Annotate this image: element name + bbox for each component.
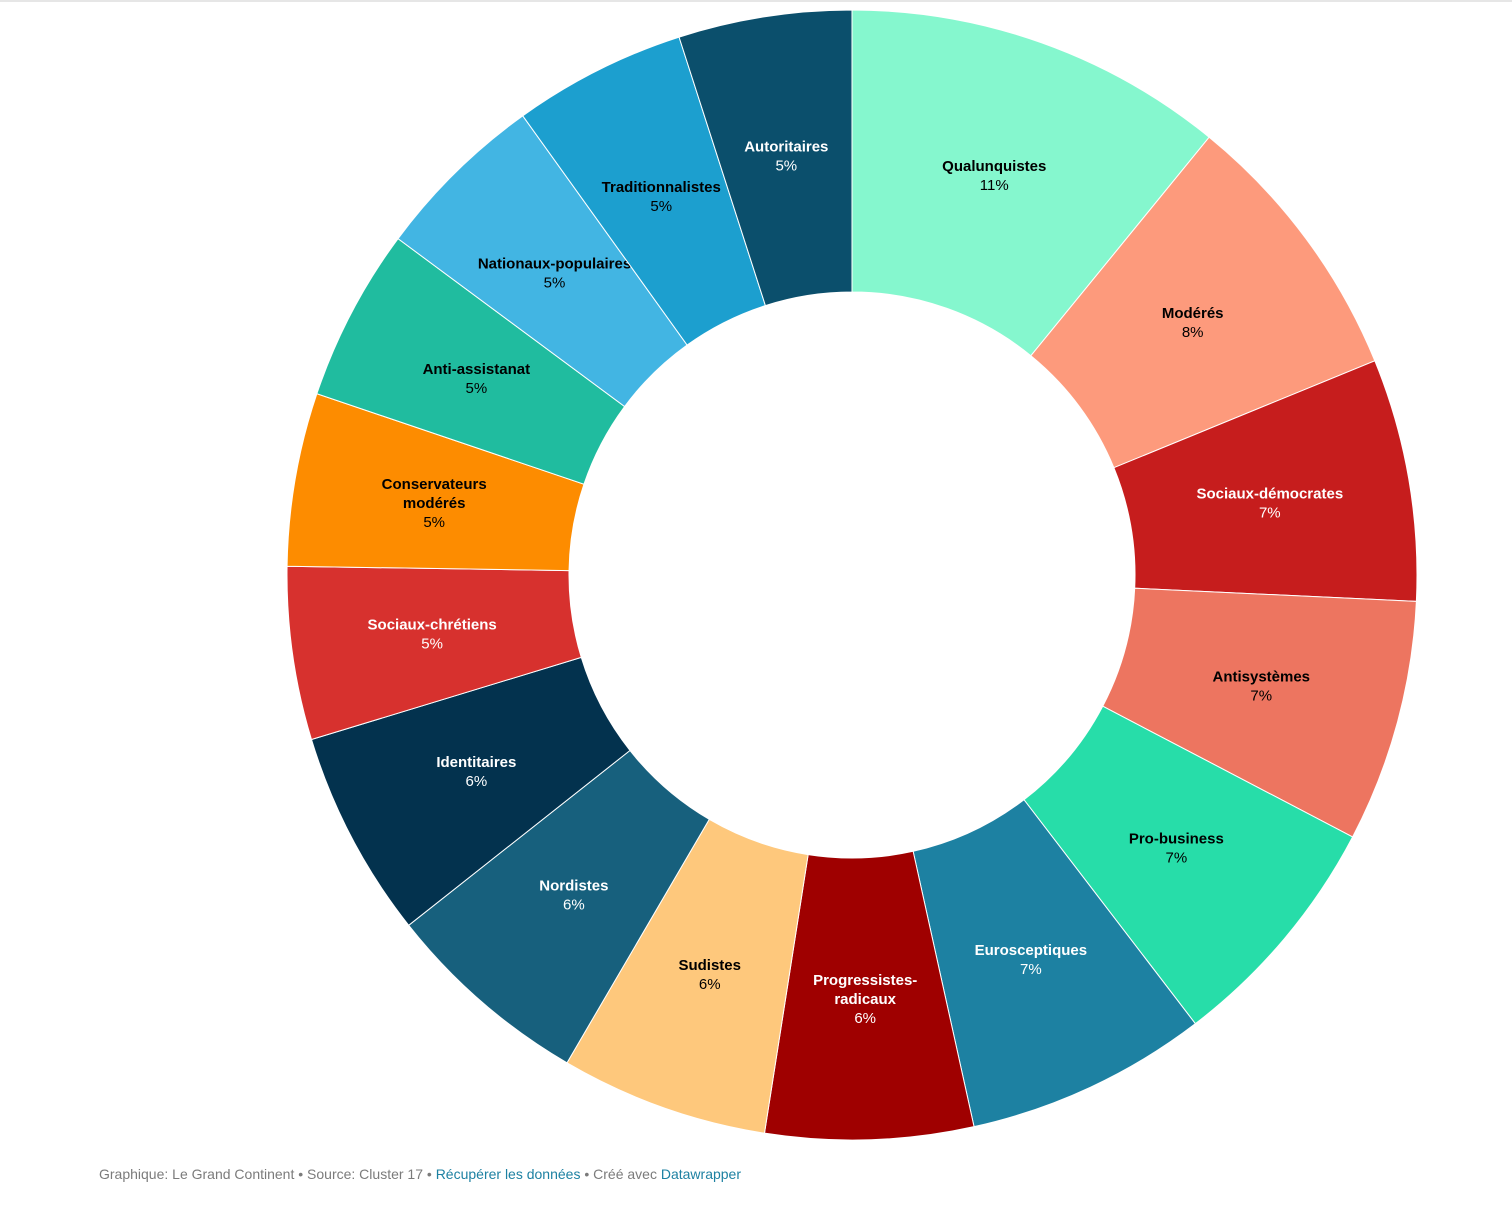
slice-label-name: Qualunquistes bbox=[942, 158, 1046, 175]
slice-label: Progressistes-radicaux 6% bbox=[813, 972, 917, 1027]
slice-label: Antisystèmes 7% bbox=[1212, 668, 1310, 704]
footer-separator: • bbox=[423, 1166, 436, 1182]
slice-label-value: 7% bbox=[1259, 504, 1281, 521]
donut-chart: Qualunquistes 11% Modérés 8% Sociaux-démocra… bbox=[286, 9, 1418, 1141]
slice-label-name: Autoritaires bbox=[744, 139, 828, 156]
slice-label-value: 5% bbox=[650, 198, 672, 215]
slice-label-name: Progressistes- bbox=[813, 972, 917, 989]
footer-separator: • bbox=[580, 1166, 594, 1182]
slice-label-name: Pro-business bbox=[1129, 831, 1224, 848]
footer-source: Source: Cluster 17 bbox=[307, 1166, 423, 1182]
slice-label-name: Anti-assistanat bbox=[423, 361, 531, 378]
slice-label: Anti-assistanat 5% bbox=[423, 361, 531, 397]
chart-footer: Graphique: Le Grand Continent • Source: … bbox=[99, 1166, 741, 1182]
footer-chart-by: Graphique: Le Grand Continent bbox=[99, 1166, 295, 1182]
slice-label-value: 8% bbox=[1182, 324, 1204, 341]
slice-label-value: 6% bbox=[563, 897, 585, 914]
slice-label-name: Traditionnalistes bbox=[602, 179, 721, 196]
slice-label: Nordistes 6% bbox=[539, 878, 608, 914]
slice-label: Sociaux-démocrates 7% bbox=[1196, 485, 1343, 521]
slice-label: Nationaux-populaires 5% bbox=[478, 255, 631, 291]
slice-label-value: 11% bbox=[980, 177, 1009, 194]
slice-label-value: 6% bbox=[699, 976, 721, 993]
donut-slice[interactable] bbox=[678, 9, 853, 307]
slice-label-value: 7% bbox=[1250, 687, 1272, 704]
slice-label: Autoritaires 5% bbox=[744, 139, 828, 175]
slice-label-value: 5% bbox=[465, 380, 487, 397]
slice-label-name: Nordistes bbox=[539, 878, 608, 895]
slice-label-value: 6% bbox=[854, 1010, 876, 1027]
slice-label-name: Sociaux-chrétiens bbox=[368, 617, 497, 634]
slice-label-name: Sociaux-démocrates bbox=[1196, 485, 1343, 502]
slice-label: Conservateurs modérés 5% bbox=[382, 476, 487, 531]
slice-label-name: Sudistes bbox=[678, 957, 741, 974]
slice-label-value: 5% bbox=[544, 274, 566, 291]
get-data-link[interactable]: Récupérer les données bbox=[435, 1166, 581, 1182]
slice-label-value: 5% bbox=[775, 158, 797, 175]
slice-label-name: Eurosceptiques bbox=[975, 942, 1088, 959]
slice-label: Traditionnalistes 5% bbox=[602, 179, 721, 215]
slice-label: Eurosceptiques 7% bbox=[975, 942, 1088, 978]
slice-label-name: Conservateurs bbox=[382, 476, 487, 493]
slice-label-name: Nationaux-populaires bbox=[478, 255, 631, 272]
top-rule bbox=[0, 0, 1512, 2]
slice-label-value: 5% bbox=[423, 514, 445, 531]
slice-label: Sociaux-chrétiens 5% bbox=[368, 617, 497, 653]
slice-label-value: 5% bbox=[421, 636, 443, 653]
slice-label-name: modérés bbox=[403, 495, 466, 512]
slice-label-name: Modérés bbox=[1162, 305, 1224, 322]
donut-slice[interactable] bbox=[851, 9, 1210, 357]
slice-label-value: 7% bbox=[1165, 850, 1187, 867]
slice-label-value: 6% bbox=[465, 773, 487, 790]
slice-label-name: Identitaires bbox=[436, 754, 516, 771]
slice-label-name: radicaux bbox=[834, 991, 896, 1008]
slice-label-name: Antisystèmes bbox=[1212, 668, 1310, 685]
slice-label: Sudistes 6% bbox=[678, 957, 741, 993]
slice-label: Identitaires 6% bbox=[436, 754, 516, 790]
slice-label-value: 7% bbox=[1020, 961, 1042, 978]
datawrapper-link[interactable]: Datawrapper bbox=[660, 1166, 741, 1182]
slice-label: Modérés 8% bbox=[1162, 305, 1224, 341]
slice-label: Pro-business 7% bbox=[1129, 831, 1224, 867]
footer-created-with: Créé avec bbox=[593, 1166, 657, 1182]
slice-label: Qualunquistes 11% bbox=[942, 158, 1046, 194]
footer-separator: • bbox=[294, 1166, 308, 1182]
